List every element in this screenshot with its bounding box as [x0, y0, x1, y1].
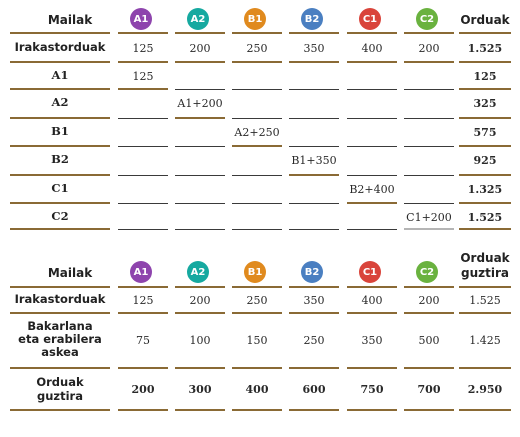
table1-total: 925	[473, 154, 497, 167]
table1-total: 575	[473, 126, 497, 139]
badge-b1: B1	[244, 261, 266, 283]
table1-row-label: C1	[51, 181, 69, 195]
table2-cell: 125	[132, 294, 154, 307]
table2-cell: 200	[131, 383, 155, 396]
table2-cell: 750	[360, 383, 384, 396]
table1-row-label: B2	[51, 152, 69, 166]
badge-c1: C1	[359, 8, 381, 30]
table2-cell: 250	[246, 294, 268, 307]
table1-cell: 125	[132, 42, 154, 55]
table1-formula: B1+350	[291, 154, 337, 167]
table2-cell: 75	[136, 334, 150, 347]
table1-row-label: Irakastorduak	[14, 40, 106, 54]
badge-a1: A1	[130, 261, 152, 283]
badge-b1: B1	[244, 8, 266, 30]
table2-orduak-header-line1: Orduak	[460, 251, 510, 265]
table2-cell: 350	[303, 294, 325, 307]
table2-cell: 250	[303, 334, 325, 347]
table2-cell: 350	[361, 334, 383, 347]
table2-row-label-line3: askea	[41, 345, 79, 359]
table1-formula: 125	[132, 70, 154, 83]
badge-b2: B2	[301, 8, 323, 30]
badge-b2: B2	[301, 261, 323, 283]
table2-cell: 400	[245, 383, 269, 396]
table1-formula: B2+400	[349, 183, 395, 196]
table1-cell: 200	[189, 42, 211, 55]
table2-row-label-line2: eta erabilera	[18, 332, 102, 346]
table1-total: 1.525	[467, 42, 503, 55]
badge-a2: A2	[187, 8, 209, 30]
table2-row-label-line2: guztira	[37, 389, 83, 403]
table1-row-label: B1	[51, 124, 69, 138]
table2-cell: 300	[188, 383, 212, 396]
table1-total: 1.525	[467, 211, 503, 224]
table2-orduak-header-line2: guztira	[461, 266, 509, 280]
table2-row-label-line1: Bakarlana	[27, 319, 93, 333]
badge-a2: A2	[187, 261, 209, 283]
table2-total: 1.525	[469, 294, 501, 307]
table1-row-label: A2	[51, 95, 69, 109]
table1-row-label: A1	[51, 68, 69, 82]
table2-cell: 700	[417, 383, 441, 396]
table1-total: 325	[473, 97, 497, 110]
table1-formula: C1+200	[406, 211, 452, 224]
table2-cell: 200	[189, 294, 211, 307]
table2-total: 1.425	[469, 334, 501, 347]
badge-c2: C2	[416, 261, 438, 283]
table1-cell: 350	[303, 42, 325, 55]
table2-cell: 500	[418, 334, 440, 347]
table2-row-label-line1: Orduak	[36, 375, 84, 389]
table1-orduak-header: Orduak	[460, 13, 510, 27]
table2-cell: 600	[302, 383, 326, 396]
table2-total: 2.950	[467, 383, 503, 396]
table2-cell: 400	[361, 294, 383, 307]
table1-mailak-header: Mailak	[47, 13, 93, 27]
table2-cell: 150	[246, 334, 268, 347]
table1-formula: A2+250	[234, 126, 280, 139]
table2-cell: 100	[189, 334, 211, 347]
badge-c2: C2	[416, 8, 438, 30]
badge-a1: A1	[130, 8, 152, 30]
table2-cell: 200	[418, 294, 440, 307]
table1-cell: 200	[418, 42, 440, 55]
table2-mailak-header: Mailak	[47, 266, 93, 280]
table1-cell: 400	[361, 42, 383, 55]
table1-total: 125	[473, 70, 497, 83]
table2-row-label: Irakastorduak	[14, 292, 106, 306]
table1-row-label: C2	[51, 209, 69, 223]
table1-cell: 250	[246, 42, 268, 55]
table1-formula: A1+200	[177, 97, 223, 110]
table1-total: 1.325	[467, 183, 503, 196]
badge-c1: C1	[359, 261, 381, 283]
